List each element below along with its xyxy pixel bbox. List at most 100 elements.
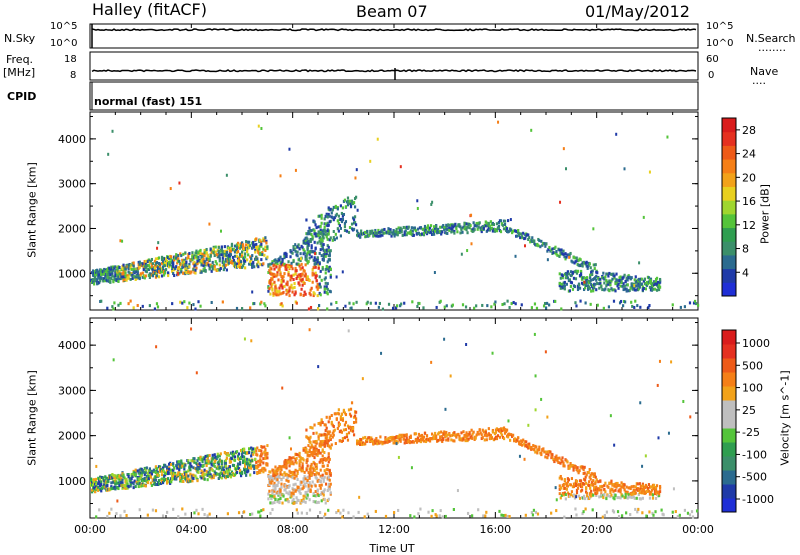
near-range-return (652, 514, 654, 517)
dawn-echo (288, 484, 290, 487)
midday-echo (359, 235, 361, 238)
velocity-colorbar-swatch (722, 414, 736, 429)
dawn-echo (302, 272, 304, 275)
morning-echo (131, 268, 133, 271)
near-range-return (297, 512, 299, 515)
dawn-echo (290, 275, 292, 278)
dawn-echo (297, 274, 299, 277)
near-range-return (181, 507, 183, 510)
midday-echo (466, 226, 468, 229)
sparse-return (400, 165, 402, 168)
afternoon-echo (538, 239, 540, 242)
rising-echo (343, 428, 345, 431)
morning-echo (151, 470, 153, 473)
afternoon-echo (527, 234, 529, 237)
morning-echo (212, 454, 214, 457)
morning-echo (166, 482, 168, 485)
sparse-return (170, 187, 172, 190)
afternoon-echo (520, 232, 522, 235)
rising-echo (313, 456, 315, 459)
morning-echo (169, 263, 171, 266)
rising-echo (344, 436, 346, 439)
rising-echo (346, 433, 348, 436)
morning-echo (97, 489, 99, 492)
morning-echo (252, 447, 254, 450)
morning-echo (97, 486, 99, 489)
near-range-return (684, 305, 686, 308)
evening-echo (580, 272, 582, 275)
evening-echo (593, 286, 595, 289)
morning-echo (142, 262, 144, 265)
dawn-echo (330, 276, 332, 279)
midday-echo (364, 231, 366, 234)
evening-echo (598, 287, 600, 290)
morning-echo (254, 458, 256, 461)
dawn-echo (322, 474, 324, 477)
dawn-echo (302, 266, 304, 269)
evening-echo (634, 278, 636, 281)
evening-echo (603, 281, 605, 284)
morning-echo (262, 470, 264, 473)
rising-echo (320, 440, 322, 443)
sparse-return (396, 442, 398, 445)
dawn-echo (267, 497, 269, 500)
morning-echo (212, 261, 214, 264)
evening-echo (571, 477, 573, 480)
dawn-echo (290, 457, 292, 460)
sparse-return (565, 167, 567, 170)
rising-echo (355, 420, 357, 423)
morning-echo (266, 463, 268, 466)
morning-echo (245, 240, 247, 243)
dawn-echo (282, 495, 284, 498)
midday-echo (506, 429, 508, 432)
dawn-echo (305, 477, 307, 480)
morning-echo (234, 455, 236, 458)
dawn-echo (283, 285, 285, 288)
near-range-return (692, 515, 694, 518)
rising-echo (342, 419, 344, 422)
rising-echo (355, 417, 357, 420)
near-range-return (574, 508, 576, 511)
dawn-echo (286, 283, 288, 286)
dawn-echo (328, 246, 330, 249)
evening-echo (568, 273, 570, 276)
morning-echo (206, 464, 208, 467)
dawn-echo (304, 282, 306, 285)
dawn-echo (307, 479, 309, 482)
morning-echo (208, 460, 210, 463)
evening-echo (623, 282, 625, 285)
near-range-return (98, 508, 100, 511)
morning-echo (209, 454, 211, 457)
dawn-echo (298, 264, 300, 267)
midday-echo (492, 431, 494, 434)
morning-echo (184, 464, 186, 467)
rising-echo (336, 236, 338, 239)
dawn-echo (270, 482, 272, 485)
afternoon-echo (551, 247, 553, 250)
dawn-echo (317, 488, 319, 491)
morning-echo (117, 487, 119, 490)
morning-echo (152, 262, 154, 265)
midday-echo (421, 232, 423, 235)
morning-echo (259, 253, 261, 256)
sparse-return (666, 136, 668, 139)
midday-echo (435, 225, 437, 228)
evening-echo (608, 482, 610, 485)
rising-echo (314, 247, 316, 250)
evening-echo (626, 290, 628, 293)
near-range-return (452, 304, 454, 307)
evening-echo (613, 497, 615, 500)
dawn-echo (297, 486, 299, 489)
evening-echo (590, 290, 592, 293)
power-colorbar-swatch (722, 269, 736, 283)
sparse-return (568, 256, 570, 259)
morning-echo (248, 451, 250, 454)
evening-echo (647, 487, 649, 490)
dawn-echo (268, 287, 270, 290)
afternoon-echo (582, 265, 584, 268)
near-range-return (262, 508, 264, 511)
near-range-return (634, 508, 636, 511)
nsky-series-line (92, 29, 696, 30)
morning-echo (180, 254, 182, 257)
